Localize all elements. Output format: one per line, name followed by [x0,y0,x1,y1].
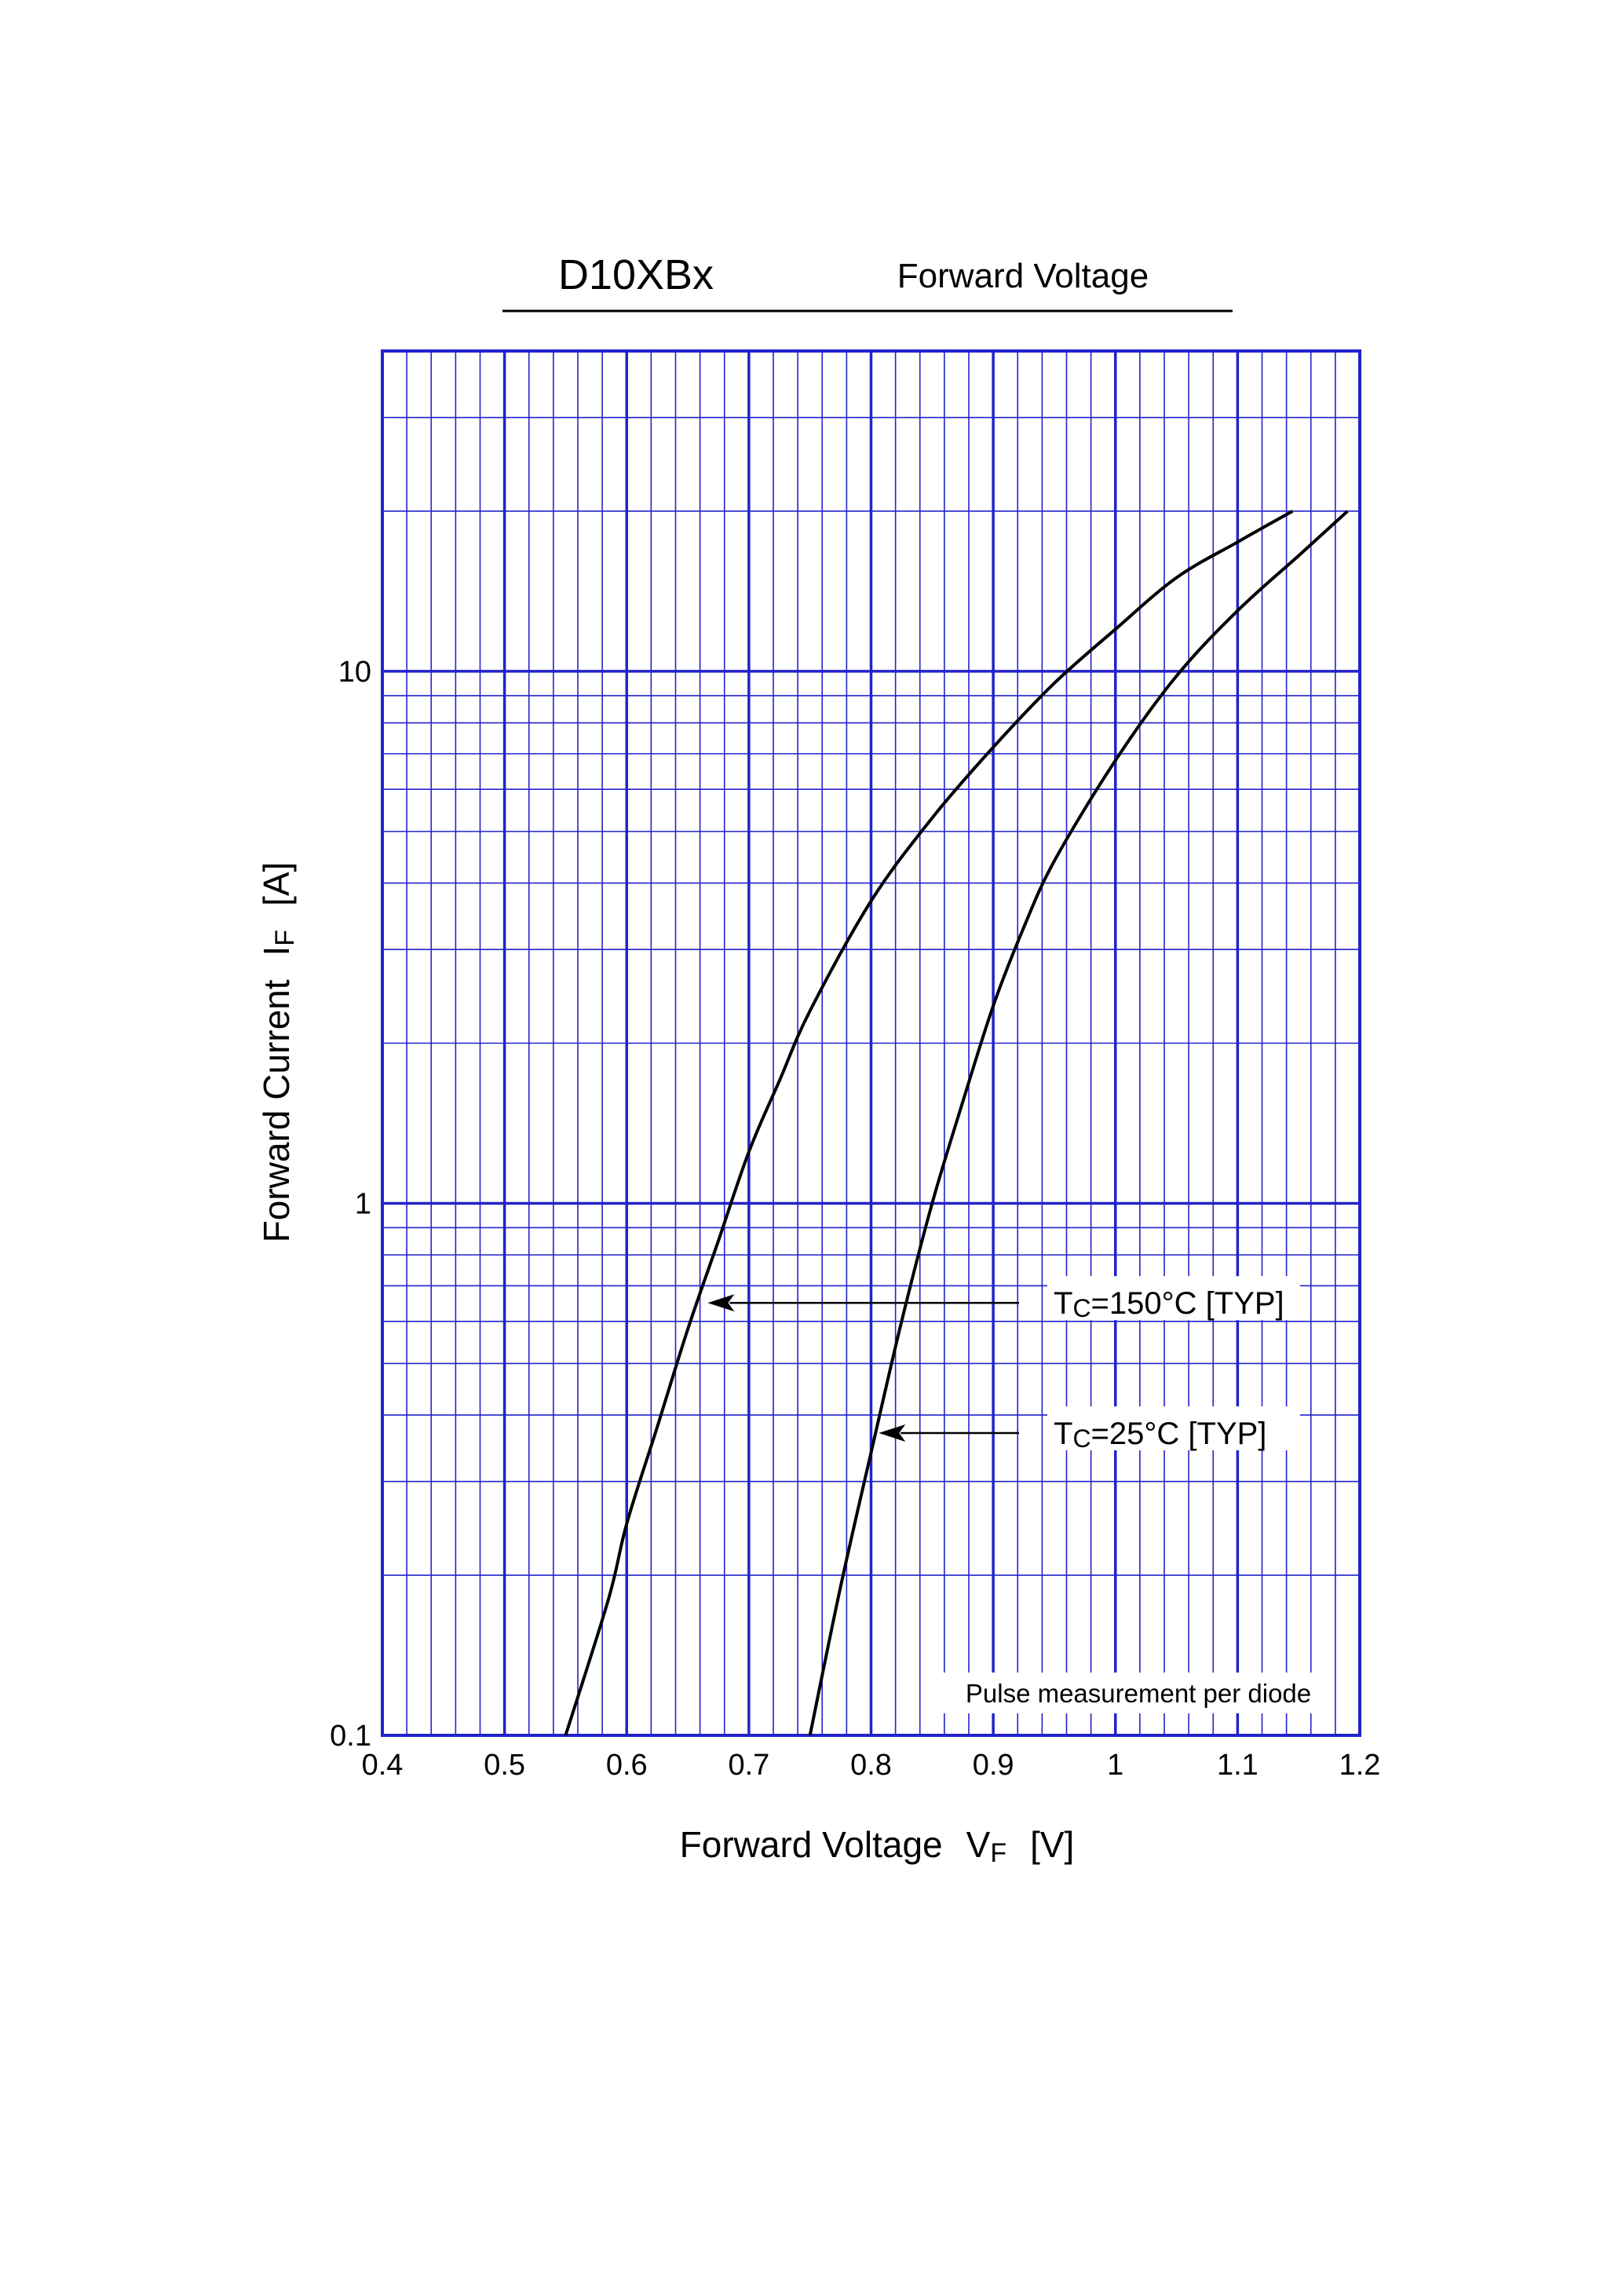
plot-grid [382,351,1360,1735]
note-background [942,1673,1335,1713]
series-line-0 [564,510,1294,1736]
x-tick-label: 1 [1107,1749,1123,1782]
series-annotations: TC=150°C [TYP]TC=25°C [TYP] [707,1276,1300,1453]
series-label: TC=25°C [TYP] [1054,1417,1266,1453]
x-tick-label: 0.7 [728,1749,769,1782]
y-axis-label-subscript: F [270,930,300,946]
x-tick-label: 1.1 [1217,1749,1259,1782]
chart-title: Forward Voltage [897,257,1149,295]
plot-frame [381,349,1361,1737]
x-axis-label-symbol: V [966,1824,991,1865]
chart-part-number: D10XBx [558,251,714,298]
y-tick-label: 0.1 [330,1720,371,1753]
y-axis-label-name: Forward Current [256,979,297,1242]
series-label-rest: =150°C [TYP] [1091,1286,1284,1321]
annotation-label-background [1047,1406,1300,1451]
annotation-label-background [1047,1276,1300,1321]
x-axis-label: Forward Voltage VF [V] [680,1824,1075,1868]
series-label-main: T [1054,1417,1072,1451]
y-axis-label-symbol: I [256,946,297,956]
x-tick-label: 0.8 [850,1749,892,1782]
series-label-subscript: C [1072,1424,1090,1453]
x-tick-label: 0.4 [362,1749,404,1782]
y-axis-label-unit: [A] [256,862,297,906]
series-label-rest: =25°C [TYP] [1091,1417,1267,1451]
series-line-1 [808,510,1349,1736]
series-lines [564,510,1349,1736]
x-axis-label-unit: [V] [1030,1824,1074,1865]
series-label: TC=150°C [TYP] [1054,1286,1284,1322]
x-axis-label-subscript: F [990,1838,1006,1868]
y-tick-label: 1 [355,1187,371,1220]
y-axis-label: Forward Current IF [A] [256,862,300,1243]
annotation-arrowhead [707,1294,735,1312]
x-tick-label: 0.6 [606,1749,648,1782]
pulse-measurement-note: Pulse measurement per diode [966,1679,1311,1708]
x-axis-label-name: Forward Voltage [680,1824,943,1865]
series-label-main: T [1054,1286,1072,1321]
y-tick-label: 10 [338,656,371,689]
x-tick-label: 1.2 [1339,1749,1381,1782]
x-axis-ticks: 0.4 0.5 0.6 0.7 0.8 0.9 1 1.1 1.2 [362,1749,1381,1782]
series-label-subscript: C [1072,1294,1090,1322]
annotation-arrowhead [879,1424,906,1442]
x-tick-label: 0.9 [973,1749,1014,1782]
y-axis-ticks: 0.1 1 10 [330,656,371,1753]
x-tick-label: 0.5 [484,1749,525,1782]
